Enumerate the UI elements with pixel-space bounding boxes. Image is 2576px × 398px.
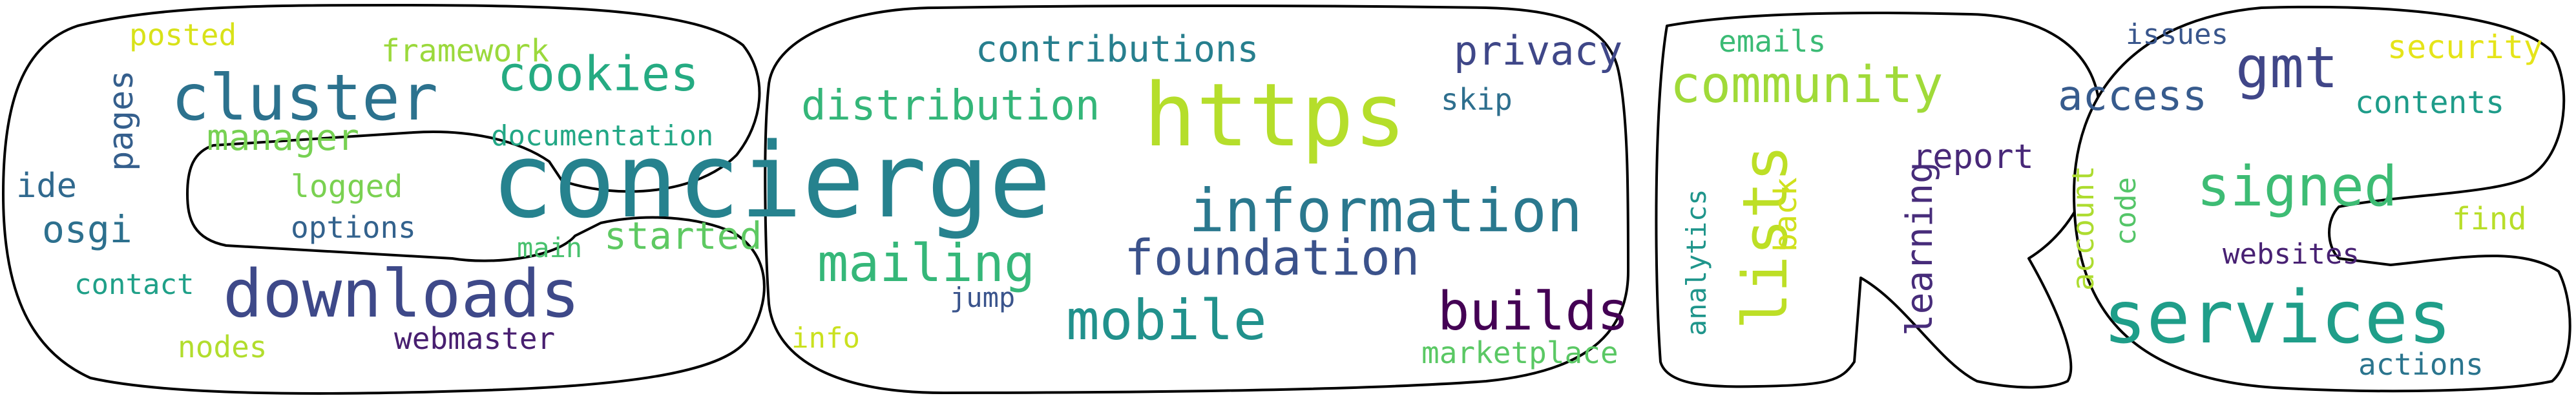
word-info: info (791, 322, 860, 355)
word-security: security (2387, 28, 2543, 66)
word-websites: websites (2223, 238, 2360, 271)
word-emails: emails (1719, 24, 1826, 59)
word-cookies: cookies (497, 47, 699, 102)
word-nodes: nodes (178, 330, 267, 364)
word-distribution: distribution (801, 82, 1100, 130)
word-builds: builds (1438, 281, 1629, 342)
word-actions: actions (2358, 347, 2484, 382)
word-find: find (2452, 201, 2527, 237)
word-https: https (1144, 65, 1406, 166)
word-learning: learning (1899, 162, 1941, 336)
letter-c-outline (2, 4, 766, 395)
word-pages: pages (102, 70, 141, 171)
word-information: information (1189, 176, 1582, 246)
word-manager: manager (207, 117, 359, 159)
word-documentation: documentation (491, 120, 713, 152)
word-lists: lists (1730, 145, 1801, 330)
word-mailing: mailing (817, 233, 1035, 293)
word-analytics: analytics (1681, 189, 1712, 336)
word-privacy: privacy (1454, 27, 1622, 74)
word-signed: signed (2197, 154, 2398, 219)
word-logged: logged (291, 169, 403, 205)
mask-outline (2, 4, 2571, 395)
word-contributions: contributions (976, 28, 1259, 70)
word-ide: ide (16, 167, 77, 205)
word-main: main (517, 232, 582, 264)
word-marketplace: marketplace (1421, 335, 1618, 370)
word-started: started (604, 214, 762, 258)
word-contents: contents (2355, 85, 2504, 121)
word-jump: jump (950, 282, 1015, 313)
word-options: options (291, 210, 416, 245)
word-concierge: concierge (491, 120, 1051, 241)
letter-r-outline (1655, 11, 2101, 389)
word-posted: posted (129, 17, 236, 52)
word-account: account (2066, 165, 2100, 291)
word-access: access (2058, 72, 2207, 120)
word-gmt: gmt (2236, 34, 2338, 101)
word-services: services (2103, 276, 2451, 360)
word-community: community (1670, 56, 1943, 114)
word-back: back (1768, 177, 1804, 252)
word-contact: contact (74, 268, 194, 301)
word-code: code (2110, 177, 2142, 246)
word-foundation: foundation (1124, 229, 1420, 286)
word-report: report (1912, 138, 2034, 176)
word-mobile: mobile (1066, 288, 1267, 353)
word-downloads: downloads (223, 256, 580, 333)
word-webmaster: webmaster (394, 321, 555, 356)
word-issues: issues (2126, 18, 2228, 51)
letter-e-outline (2073, 5, 2571, 393)
word-skip: skip (1441, 82, 1513, 117)
word-osgi: osgi (42, 207, 132, 251)
letter-o-outline (764, 5, 1629, 394)
word-framework: framework (381, 33, 549, 69)
word-cluster: cluster (171, 61, 438, 135)
word-layer: https concierge information downloads servic… (16, 17, 2543, 382)
